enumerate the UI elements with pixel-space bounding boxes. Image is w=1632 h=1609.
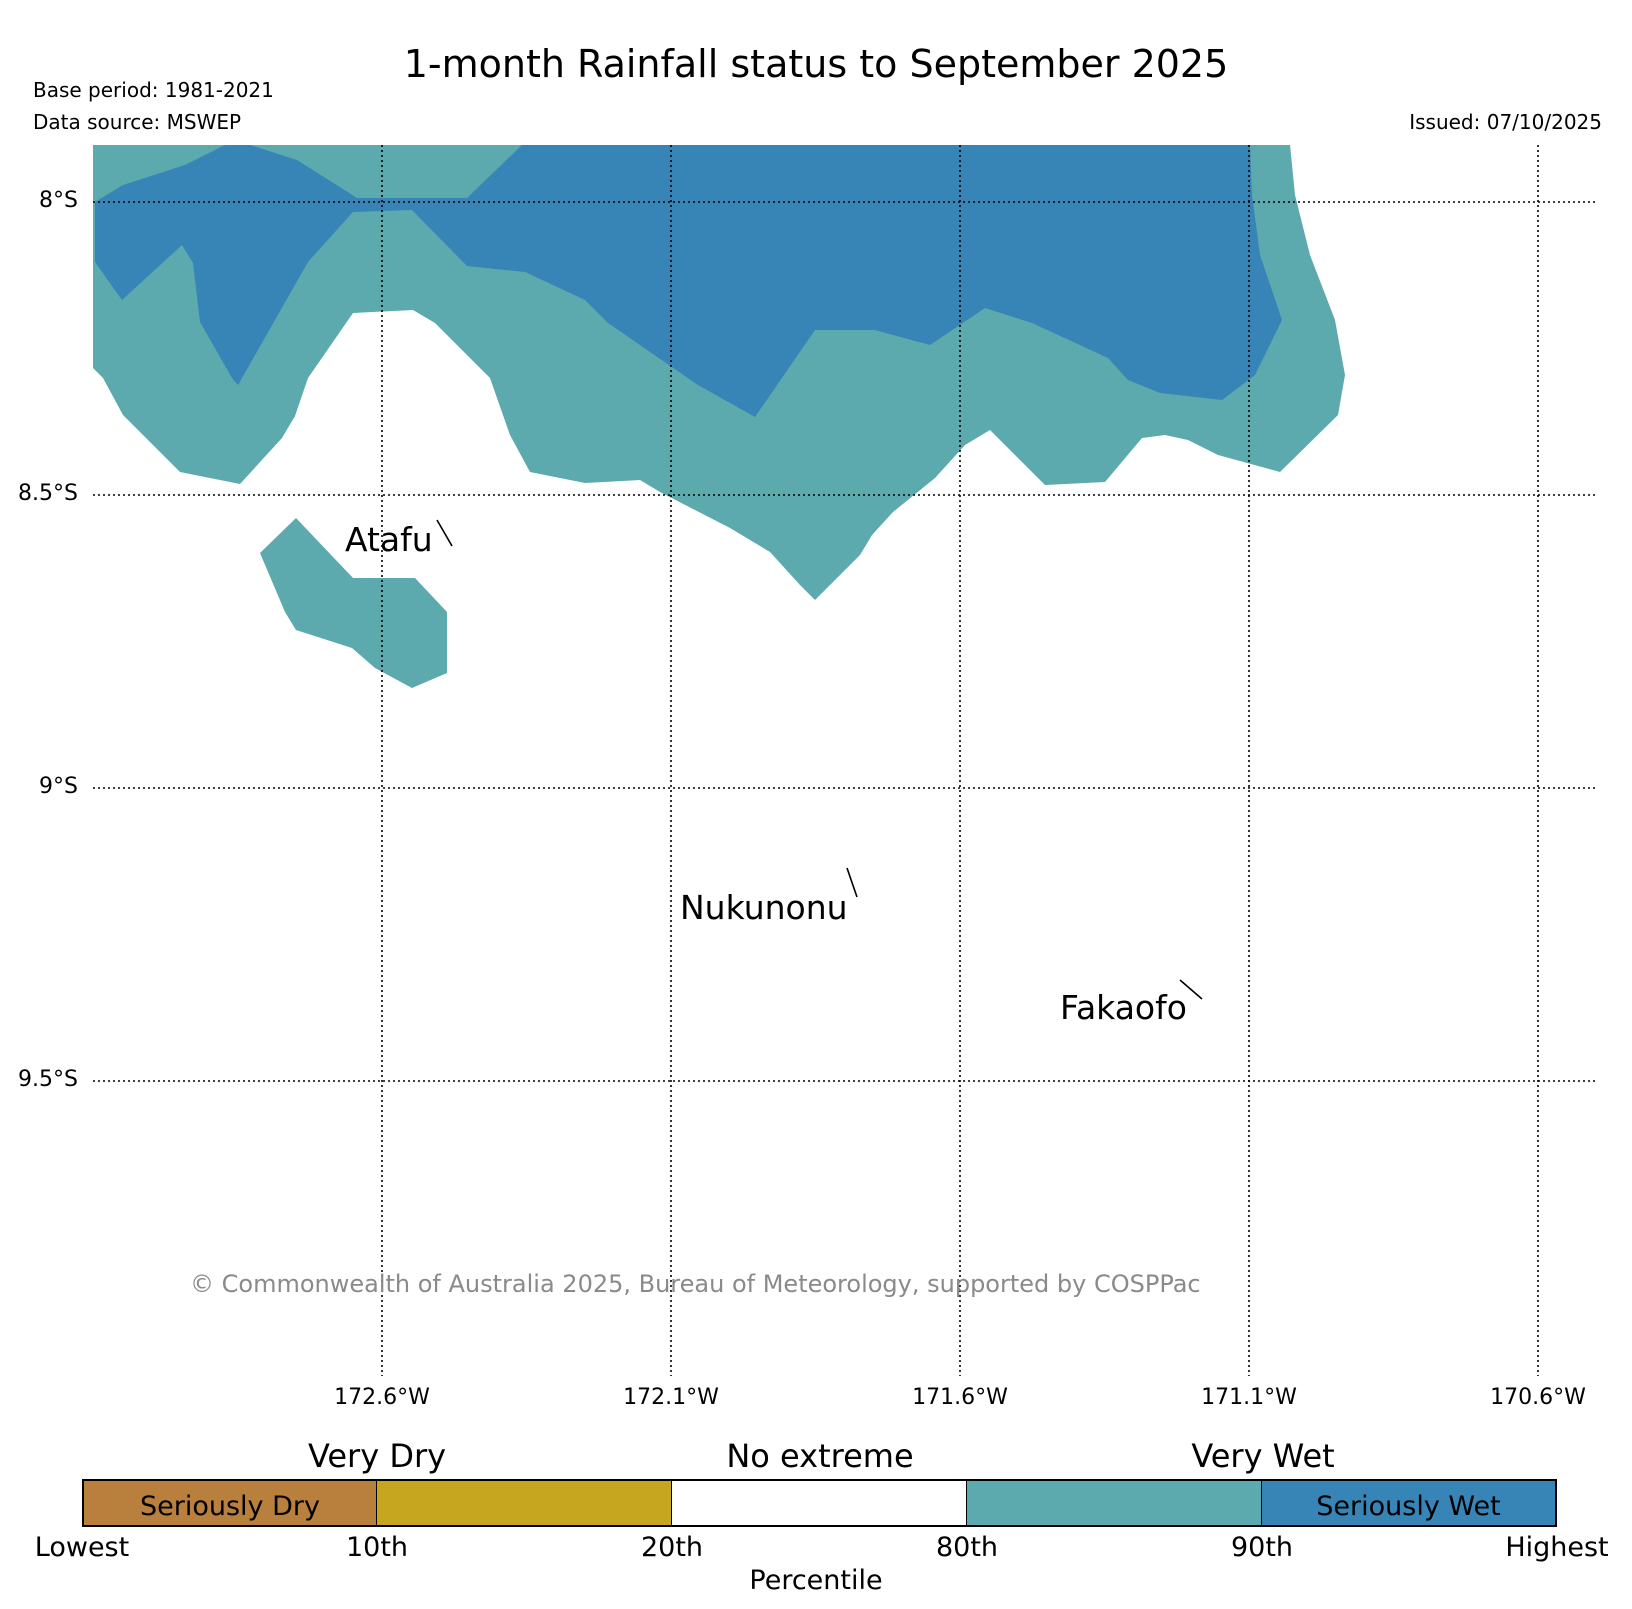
legend-category-no-extreme: No extreme: [670, 1437, 970, 1475]
rainfall-map: [0, 0, 1632, 1420]
legend-tick-label: 90th: [1182, 1532, 1342, 1563]
legend-segment-label: Seriously Wet: [1262, 1491, 1555, 1522]
legend-segment-very-dry: [377, 1479, 672, 1527]
legend-segment-seriously-wet: Seriously Wet: [1262, 1479, 1557, 1527]
legend-segment-very-wet: [967, 1479, 1262, 1527]
lat-label: 9.5°S: [8, 1067, 78, 1092]
legend-category-very-dry: Very Dry: [227, 1437, 527, 1475]
legend-tick-label: 10th: [297, 1532, 457, 1563]
copyright-notice: © Commonwealth of Australia 2025, Bureau…: [190, 1270, 1201, 1298]
legend-segment-label: Seriously Dry: [84, 1491, 376, 1522]
place-fakaofo: Fakaofo: [1060, 988, 1187, 1027]
atafu-leader: [437, 520, 452, 546]
lon-label: 171.6°W: [890, 1385, 1030, 1410]
legend-segment-seriously-dry: Seriously Dry: [82, 1479, 377, 1527]
legend-segment-no-extreme: [672, 1479, 967, 1527]
legend-tick-label: 20th: [592, 1532, 752, 1563]
nukunonu-leader: [847, 868, 857, 897]
place-atafu: Atafu: [345, 520, 433, 559]
legend-tick-label: Highest: [1477, 1532, 1632, 1563]
legend-tick-label: 80th: [887, 1532, 1047, 1563]
legend-axis-label: Percentile: [0, 1565, 1632, 1596]
lon-label: 171.1°W: [1179, 1385, 1319, 1410]
lat-label: 9°S: [8, 774, 78, 799]
place-nukunonu: Nukunonu: [680, 888, 848, 927]
lat-label: 8°S: [8, 188, 78, 213]
lat-label: 8.5°S: [8, 481, 78, 506]
legend-tick-label: Lowest: [2, 1532, 162, 1563]
legend-category-very-wet: Very Wet: [1113, 1437, 1413, 1475]
lon-label: 170.6°W: [1468, 1385, 1608, 1410]
lon-label: 172.1°W: [601, 1385, 741, 1410]
lon-label: 172.6°W: [312, 1385, 452, 1410]
